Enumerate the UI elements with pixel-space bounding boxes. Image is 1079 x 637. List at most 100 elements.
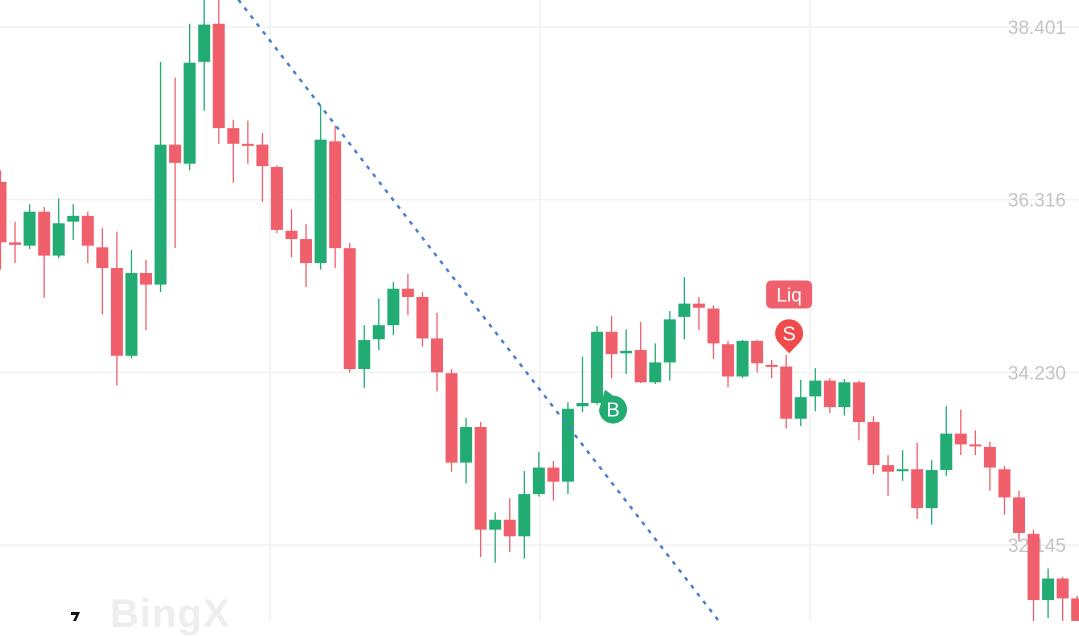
candle-up [1042, 568, 1055, 619]
candle-body [154, 144, 167, 285]
candle-body [518, 494, 531, 537]
candle-down [605, 316, 618, 379]
candle-body [983, 446, 996, 468]
candle-up [576, 356, 589, 413]
trendline[interactable] [237, 0, 720, 621]
candle-up [678, 277, 691, 340]
candle-body [896, 469, 909, 472]
candle-down [140, 259, 152, 331]
candle-up [314, 105, 327, 270]
candle-body [445, 373, 458, 463]
buy-marker-pin [599, 389, 628, 424]
candle-body [838, 382, 851, 408]
candle-body [489, 519, 502, 530]
candle-body [401, 288, 414, 298]
candle-body [969, 444, 982, 447]
candle-up [561, 402, 574, 495]
candle-body [96, 247, 109, 269]
candle-body [23, 211, 36, 246]
candle-down [1056, 576, 1069, 621]
candle-down [882, 455, 895, 496]
candle-body [1027, 533, 1040, 601]
candle-down [227, 119, 240, 183]
candle-down [1013, 490, 1025, 542]
candle-down [969, 430, 982, 456]
candle-body [561, 408, 574, 482]
candle-down [81, 211, 94, 264]
candle-down [96, 228, 109, 315]
buy-marker-label: B [606, 400, 619, 422]
candle-body [241, 143, 254, 146]
candle-down [416, 292, 429, 347]
candle-down [751, 340, 764, 373]
candle-body [503, 519, 516, 537]
candle-body [576, 402, 589, 407]
price-tick-label: 34.230 [1008, 363, 1066, 384]
candle-body [460, 426, 473, 463]
candle-body [751, 340, 764, 364]
candle-down [169, 77, 182, 249]
candle-down [38, 206, 51, 298]
candle-body [358, 340, 371, 370]
candle-up [940, 406, 953, 476]
candle-body [314, 139, 327, 264]
candle-body [52, 223, 65, 256]
candle-up [23, 204, 36, 249]
candle-body [9, 242, 22, 245]
candle-body [722, 344, 734, 377]
candle-body [416, 297, 429, 339]
candle-up [125, 249, 138, 359]
candle-body [591, 331, 604, 403]
candle-up [52, 198, 65, 259]
candle-up [183, 23, 196, 171]
candle-body [431, 338, 443, 373]
candle-body [852, 382, 865, 423]
candle-down [9, 221, 22, 264]
candles [0, 0, 1079, 621]
candle-body [780, 366, 793, 419]
candle-body [300, 239, 313, 264]
candle-down [0, 170, 7, 270]
candle-up [620, 329, 633, 375]
candle-body [67, 215, 80, 222]
candle-up [67, 204, 80, 240]
candle-down [110, 231, 123, 386]
buy-marker: B [599, 389, 628, 424]
candle-body [270, 167, 283, 230]
candle-body [998, 469, 1011, 498]
grid [0, 0, 1079, 621]
candle-down [911, 442, 924, 519]
sell-marker-label: S [782, 323, 795, 345]
candle-up [489, 512, 502, 563]
candle-up [591, 325, 604, 405]
candle-body [140, 272, 152, 285]
candle-up [925, 460, 938, 525]
candle-body [547, 467, 560, 482]
candle-body [620, 350, 633, 354]
liq-annotation: Liq [766, 280, 813, 309]
candle-body [809, 380, 822, 397]
candle-body [329, 141, 342, 249]
candle-down [329, 125, 342, 269]
candle-body [882, 465, 895, 472]
candle-body [387, 288, 400, 326]
candle-body [692, 303, 705, 308]
candle-down [707, 305, 720, 360]
candle-down [241, 120, 254, 164]
candle-body [0, 181, 7, 243]
candle-up [663, 311, 676, 381]
candle-body [1056, 578, 1069, 599]
sell-marker-pin [775, 319, 804, 354]
candle-body [110, 268, 123, 356]
candle-up [460, 417, 473, 484]
candle-body [954, 433, 967, 445]
candle-body [198, 24, 211, 62]
candle-down [954, 409, 967, 456]
candle-body [605, 331, 618, 355]
candle-body [794, 397, 807, 419]
candle-body [227, 128, 240, 144]
candle-body [736, 340, 749, 377]
candle-up [838, 378, 851, 416]
candle-down [547, 460, 560, 501]
